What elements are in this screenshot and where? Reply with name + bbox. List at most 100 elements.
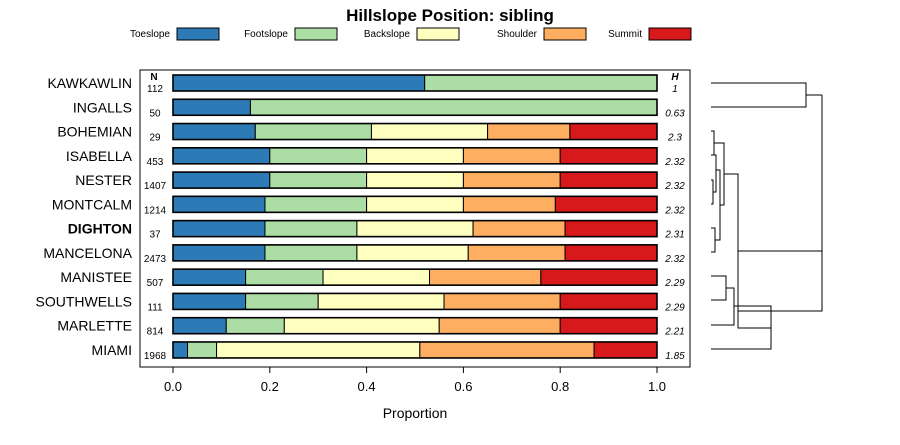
bar-segment bbox=[559, 147, 658, 165]
bar-outline bbox=[172, 292, 658, 311]
bar-outline bbox=[172, 341, 658, 359]
bar-segment bbox=[172, 292, 247, 310]
legend: Toeslope Footslope Backslope Shoulder Summit bbox=[130, 27, 692, 41]
row-5: MONTCALM 1214 2.32 bbox=[52, 195, 685, 216]
x-tick-label: 1.0 bbox=[648, 379, 666, 394]
bar-segment bbox=[264, 244, 358, 262]
n-count: 112 bbox=[147, 84, 163, 95]
bar-segment bbox=[564, 244, 658, 262]
bar-segment bbox=[467, 244, 566, 262]
row-0: KAWKAWLIN 112 1 bbox=[47, 74, 678, 95]
bar-segment bbox=[172, 220, 266, 238]
n-count: 37 bbox=[149, 230, 161, 241]
x-tick-label: 0.2 bbox=[261, 379, 279, 394]
row-1: INGALLS 50 0.63 bbox=[73, 98, 685, 119]
plot-frame bbox=[139, 69, 691, 368]
n-header: N bbox=[150, 72, 157, 83]
row-10: MARLETTE 814 2.21 bbox=[57, 316, 685, 338]
bar-outline bbox=[172, 244, 658, 262]
legend-swatch-2 bbox=[416, 27, 460, 41]
bar-segment bbox=[269, 147, 368, 165]
bar-segment bbox=[225, 317, 285, 335]
bar-outline bbox=[172, 98, 658, 117]
bar-outline bbox=[172, 122, 658, 141]
bar-outline bbox=[172, 74, 658, 92]
bar-segment bbox=[245, 268, 324, 286]
n-count: 507 bbox=[147, 278, 164, 289]
soil-label: MANISTEE bbox=[60, 269, 132, 285]
bar-segment bbox=[172, 171, 271, 189]
row-3: ISABELLA 453 2.32 bbox=[66, 147, 685, 168]
h-value: 2.29 bbox=[664, 302, 685, 313]
dendrogram-branch bbox=[711, 179, 714, 205]
dendrogram-branch bbox=[711, 130, 715, 156]
legend-swatch-4 bbox=[648, 27, 692, 41]
bar-segment bbox=[172, 98, 251, 116]
legend-swatch-1 bbox=[294, 27, 338, 41]
legend-label-0: Toeslope bbox=[130, 29, 170, 40]
row-8: MANISTEE 507 2.29 bbox=[60, 268, 685, 289]
h-value: 2.32 bbox=[664, 157, 685, 168]
soil-label: ISABELLA bbox=[66, 148, 133, 164]
bar-segment bbox=[172, 341, 189, 359]
x-tick-label: 0.6 bbox=[454, 379, 472, 394]
bar-segment bbox=[254, 123, 372, 141]
h-value: 2.31 bbox=[664, 230, 684, 241]
bar-segment bbox=[593, 341, 658, 359]
bar-segment bbox=[472, 220, 566, 238]
bar-segment bbox=[322, 268, 431, 286]
n-count: 111 bbox=[147, 302, 163, 313]
h-header: H bbox=[671, 72, 679, 83]
soil-label: KAWKAWLIN bbox=[47, 75, 132, 91]
row-7: MANCELONA 2473 2.32 bbox=[43, 244, 685, 265]
bar-segment bbox=[172, 195, 266, 213]
bar-segment bbox=[443, 292, 561, 310]
dendrogram-branch bbox=[711, 82, 807, 108]
h-value: 2.32 bbox=[664, 205, 685, 216]
legend-label-3: Shoulder bbox=[497, 29, 538, 40]
bar-segment bbox=[356, 244, 469, 262]
bar-outline bbox=[172, 219, 658, 238]
dendrogram-branch bbox=[711, 227, 716, 253]
bar-segment bbox=[172, 123, 256, 141]
soil-label: DIGHTON bbox=[68, 221, 132, 237]
bar-segment bbox=[462, 171, 561, 189]
h-value: 2.21 bbox=[664, 327, 684, 338]
bar-segment bbox=[172, 147, 271, 165]
row-2: BOHEMIAN 29 2.3 bbox=[57, 122, 682, 144]
soil-label: INGALLS bbox=[73, 99, 132, 115]
bar-outline bbox=[172, 147, 658, 165]
bar-segment bbox=[172, 244, 266, 262]
row-11: MIAMI 1968 1.85 bbox=[92, 341, 685, 362]
x-axis-title: Proportion bbox=[383, 405, 448, 421]
x-axis: 0.0 0.2 0.4 0.6 0.8 1.0 bbox=[164, 367, 666, 394]
bar-segment bbox=[269, 171, 368, 189]
bar-outline bbox=[172, 195, 658, 214]
bar-segment bbox=[283, 317, 440, 335]
n-count: 814 bbox=[147, 327, 164, 338]
bar-segment bbox=[249, 98, 658, 116]
bar-rows: KAWKAWLIN 112 1 INGALLS 50 0.63 BOHEMIAN 29 2.3 I… bbox=[36, 74, 685, 362]
bar-segment bbox=[370, 123, 489, 141]
dendrogram bbox=[711, 82, 823, 350]
bar-segment bbox=[366, 195, 464, 213]
dendrogram-branch bbox=[711, 287, 735, 326]
n-count: 50 bbox=[149, 108, 161, 119]
bar-segment bbox=[172, 268, 247, 286]
legend-swatch-0 bbox=[176, 27, 220, 41]
row-9: SOUTHWELLS 111 2.29 bbox=[36, 292, 685, 313]
bar-segment bbox=[569, 123, 658, 141]
x-tick-label: 0.8 bbox=[551, 379, 569, 394]
legend-label-4: Summit bbox=[608, 29, 642, 40]
legend-label-2: Backslope bbox=[364, 29, 411, 40]
h-value: 2.32 bbox=[664, 254, 685, 265]
soil-label: MANCELONA bbox=[43, 245, 132, 261]
bar-segment bbox=[216, 341, 421, 359]
n-count: 29 bbox=[149, 133, 161, 144]
row-6: DIGHTON 37 2.31 bbox=[68, 219, 685, 241]
soil-label: BOHEMIAN bbox=[57, 124, 132, 140]
legend-label-1: Footslope bbox=[244, 29, 288, 40]
h-value: 2.3 bbox=[667, 133, 682, 144]
x-tick-label: 0.0 bbox=[164, 379, 182, 394]
bar-segment bbox=[554, 195, 658, 213]
